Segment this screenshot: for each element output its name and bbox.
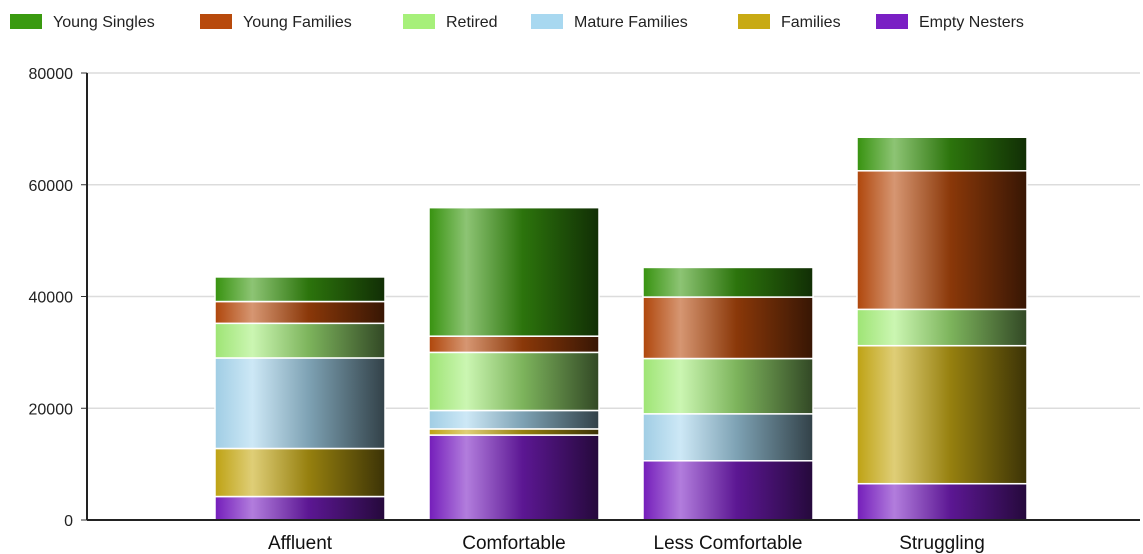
legend-item-empty-nesters: Empty Nesters (876, 14, 1024, 31)
legend-label-empty-nesters: Empty Nesters (919, 14, 1024, 31)
bar-segment-less-comfortable-empty-nesters (643, 461, 813, 520)
legend-label-young-families: Young Families (243, 14, 352, 31)
legend-label-families: Families (781, 14, 841, 31)
legend-item-young-singles: Young Singles (10, 14, 155, 31)
legend-item-young-families: Young Families (200, 14, 352, 31)
x-tick-label-struggling: Struggling (899, 533, 985, 554)
bar-segment-struggling-families (857, 346, 1027, 484)
bar-segment-comfortable-young-singles (429, 208, 599, 337)
bar-segment-less-comfortable-young-families (643, 297, 813, 358)
legend-swatch-young-singles (10, 14, 42, 29)
legend-swatch-mature-families (531, 14, 563, 29)
x-tick-label-less-comfortable: Less Comfortable (654, 533, 803, 554)
bar-segment-comfortable-empty-nesters (429, 435, 599, 520)
bar-segment-affluent-young-singles (215, 277, 385, 302)
bar-stack-comfortable (429, 208, 599, 520)
bar-segment-struggling-young-families (857, 171, 1027, 310)
bar-segment-less-comfortable-retired (643, 359, 813, 414)
y-tick-label-20000: 20000 (29, 401, 74, 418)
legend: Young Singles Young Families Retired Mature… (10, 14, 1024, 31)
legend-label-young-singles: Young Singles (53, 14, 155, 31)
bar-segment-comfortable-young-families (429, 336, 599, 352)
x-tick-label-affluent: Affluent (268, 533, 333, 554)
bar-segment-affluent-young-families (215, 302, 385, 324)
bar-stack-less-comfortable (643, 267, 813, 520)
bar-segment-struggling-retired (857, 309, 1027, 345)
bar-segment-affluent-mature-families (215, 358, 385, 449)
bar-segment-struggling-young-singles (857, 137, 1027, 171)
legend-label-mature-families: Mature Families (574, 14, 688, 31)
legend-swatch-young-families (200, 14, 232, 29)
legend-label-retired: Retired (446, 14, 498, 31)
legend-item-mature-families: Mature Families (531, 14, 688, 31)
y-tick-label-60000: 60000 (29, 178, 74, 195)
x-tick-label-comfortable: Comfortable (462, 533, 566, 554)
bars (215, 137, 1027, 520)
y-tick-label-40000: 40000 (29, 290, 74, 307)
bar-segment-affluent-empty-nesters (215, 497, 385, 520)
bar-segment-comfortable-retired (429, 352, 599, 410)
bar-segment-comfortable-families (429, 429, 599, 435)
bar-segment-comfortable-mature-families (429, 410, 599, 428)
legend-swatch-retired (403, 14, 435, 29)
bar-stack-struggling (857, 137, 1027, 520)
y-tick-label-80000: 80000 (29, 66, 74, 83)
bar-segment-affluent-retired (215, 323, 385, 358)
legend-item-retired: Retired (403, 14, 498, 31)
bar-segment-struggling-empty-nesters (857, 484, 1027, 520)
bar-segment-affluent-families (215, 448, 385, 496)
bar-segment-less-comfortable-mature-families (643, 414, 813, 461)
bar-stack-affluent (215, 277, 385, 520)
legend-swatch-families (738, 14, 770, 29)
y-tick-label-0: 0 (64, 513, 73, 530)
legend-swatch-empty-nesters (876, 14, 908, 29)
legend-item-families: Families (738, 14, 841, 31)
bar-segment-less-comfortable-young-singles (643, 267, 813, 297)
